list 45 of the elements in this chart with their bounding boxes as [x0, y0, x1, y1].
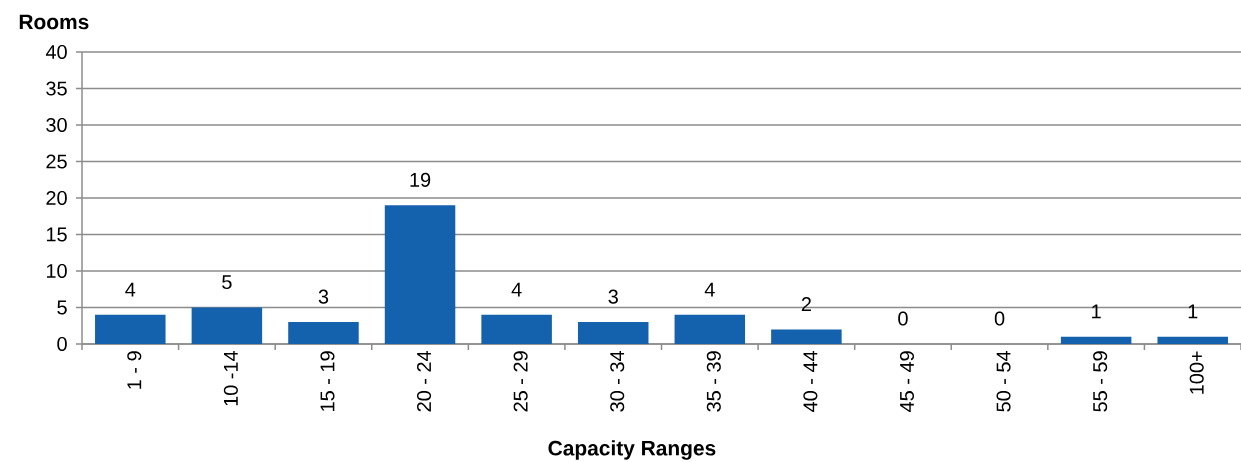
- x-tick-label: 55 - 59: [1093, 351, 1108, 412]
- y-tick-label: 30: [46, 117, 67, 133]
- x-tick-label: 45 - 49: [899, 351, 915, 412]
- y-tick-label: 0: [57, 336, 67, 352]
- bar: [577, 322, 649, 344]
- data-label: 3: [608, 289, 618, 304]
- data-label: 0: [994, 311, 1005, 326]
- x-tick-label: 15 - 19: [320, 351, 335, 411]
- x-axis-title: Capacity Ranges: [548, 440, 716, 460]
- data-label: 1: [1092, 304, 1101, 319]
- y-tick-label: 15: [46, 227, 67, 242]
- data-label: 0: [898, 311, 908, 326]
- bar: [481, 314, 552, 344]
- x-tick-label: 40 - 44: [803, 351, 818, 412]
- data-label: 4: [511, 282, 522, 297]
- bar: [384, 205, 456, 344]
- y-tick-label: 5: [57, 300, 67, 315]
- data-label: 19: [410, 172, 431, 187]
- bar: [1157, 336, 1228, 344]
- x-tick-label: 25 - 29: [513, 351, 528, 412]
- y-tick-label: 20: [46, 190, 67, 206]
- bar: [771, 329, 842, 344]
- bar: [288, 322, 359, 344]
- data-label: 4: [704, 282, 715, 297]
- y-tick-label: 35: [46, 81, 67, 96]
- x-tick-label: 20 - 24: [417, 351, 432, 412]
- data-label: 1: [1188, 304, 1198, 319]
- bar: [95, 314, 166, 344]
- bar: [674, 314, 746, 344]
- x-tick-label: 1 - 9: [127, 351, 142, 389]
- x-tick-label: 30 - 34: [610, 351, 625, 412]
- x-tick-label: 50 - 54: [996, 351, 1011, 412]
- y-tick-label: 40: [45, 44, 67, 60]
- data-label: 4: [125, 282, 136, 297]
- y-axis-title: Rooms: [19, 14, 89, 30]
- x-tick-label: 100+: [1189, 351, 1204, 394]
- x-tick-label: 35 - 39: [706, 351, 721, 412]
- data-label: 5: [222, 275, 232, 290]
- x-tick-label: 10 -14: [223, 351, 238, 406]
- y-tick-label: 10: [46, 263, 67, 279]
- data-label: 3: [318, 289, 329, 304]
- data-label: 2: [801, 297, 811, 311]
- bar: [191, 307, 263, 344]
- bar: [1060, 336, 1132, 344]
- y-tick-label: 25: [46, 154, 67, 169]
